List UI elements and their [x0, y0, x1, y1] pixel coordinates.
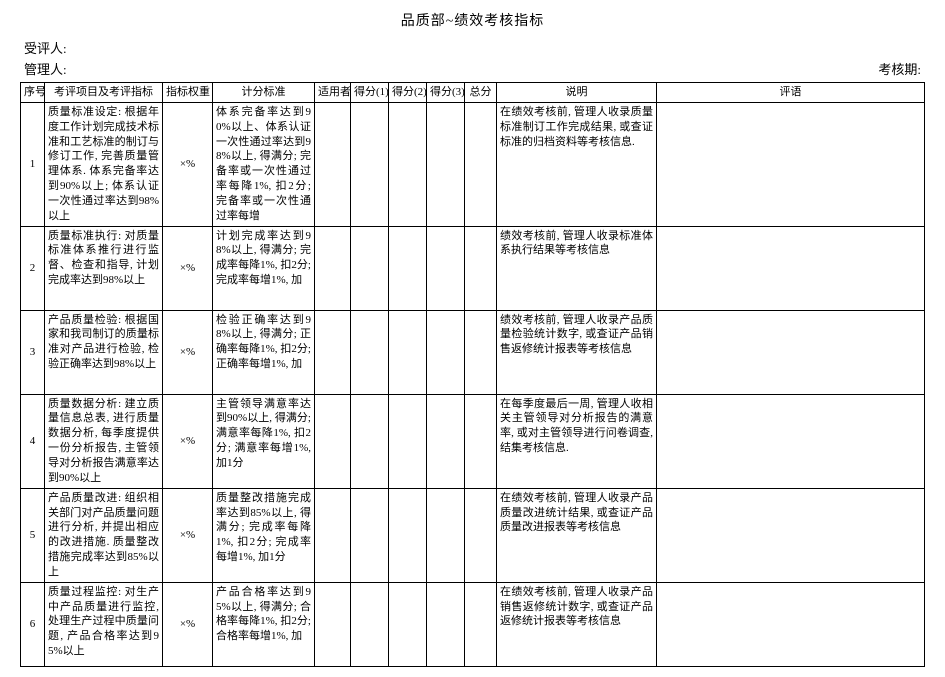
cell-apply	[315, 226, 351, 310]
cell-comment	[657, 226, 925, 310]
cell-apply	[315, 102, 351, 226]
cell-score1	[351, 226, 389, 310]
cell-seq: 4	[21, 394, 45, 488]
cell-desc: 在每季度最后一周, 管理人收相关主管领导对分析报告的满意率, 或对主管领导进行问…	[497, 394, 657, 488]
col-item: 考评项目及考评指标	[45, 83, 163, 103]
cell-apply	[315, 310, 351, 394]
cell-weight: ×%	[163, 582, 213, 666]
reviewee-label: 受评人:	[24, 38, 67, 57]
cell-score1	[351, 394, 389, 488]
cell-score1	[351, 488, 389, 582]
table-row: 6质量过程监控: 对生产中产品质量进行监控, 处理生产过程中质量问题, 产品合格…	[21, 582, 925, 666]
cell-standard: 质量整改措施完成率达到85%以上, 得满分; 完成率每降1%, 扣2分; 完成率…	[213, 488, 315, 582]
col-standard: 计分标准	[213, 83, 315, 103]
table-row: 4质量数据分析: 建立质量信息总表, 进行质量数据分析, 每季度提供一份分析报告…	[21, 394, 925, 488]
cell-item: 质量标准执行: 对质量标准体系推行进行监督、检查和指导, 计划完成率达到98%以…	[45, 226, 163, 310]
cell-standard: 产品合格率达到95%以上, 得满分; 合格率每降1%, 扣2分; 合格率每增1%…	[213, 582, 315, 666]
col-weight: 指标权重	[163, 83, 213, 103]
cell-score3	[427, 226, 465, 310]
cell-apply	[315, 582, 351, 666]
period-label: 考核期:	[878, 62, 921, 77]
cell-total	[465, 488, 497, 582]
cell-standard: 体系完备率达到90%以上、体系认证一次性通过率达到98%以上, 得满分; 完备率…	[213, 102, 315, 226]
cell-score2	[389, 582, 427, 666]
table-row: 3产品质量检验: 根据国家和我司制订的质量标准对产品进行检验, 检验正确率达到9…	[21, 310, 925, 394]
cell-total	[465, 310, 497, 394]
cell-standard: 主管领导满意率达到90%以上, 得满分; 满意率每降1%, 扣2分; 满意率每增…	[213, 394, 315, 488]
cell-item: 质量标准设定: 根据年度工作计划完成技术标准和工艺标准的制订与修订工作, 完善质…	[45, 102, 163, 226]
cell-score2	[389, 102, 427, 226]
cell-score2	[389, 226, 427, 310]
cell-item: 产品质量检验: 根据国家和我司制订的质量标准对产品进行检验, 检验正确率达到98…	[45, 310, 163, 394]
table-header-row: 序号 考评项目及考评指标 指标权重 计分标准 适用者 得分(1) 得分(2) 得…	[21, 83, 925, 103]
cell-score3	[427, 310, 465, 394]
table-row: 5产品质量改进: 组织相关部门对产品质量问题进行分析, 并提出相应的改进措施. …	[21, 488, 925, 582]
cell-desc: 绩效考核前, 管理人收录产品质量检验统计数字, 或查证产品销售返修统计报表等考核…	[497, 310, 657, 394]
cell-score3	[427, 102, 465, 226]
cell-weight: ×%	[163, 226, 213, 310]
cell-item: 质量数据分析: 建立质量信息总表, 进行质量数据分析, 每季度提供一份分析报告,…	[45, 394, 163, 488]
cell-comment	[657, 582, 925, 666]
header-info: 受评人: 管理人: 考核期:	[20, 38, 925, 78]
cell-score3	[427, 488, 465, 582]
cell-item: 产品质量改进: 组织相关部门对产品质量问题进行分析, 并提出相应的改进措施. 质…	[45, 488, 163, 582]
assessment-table: 序号 考评项目及考评指标 指标权重 计分标准 适用者 得分(1) 得分(2) 得…	[20, 82, 925, 667]
cell-item: 质量过程监控: 对生产中产品质量进行监控, 处理生产过程中质量问题, 产品合格率…	[45, 582, 163, 666]
cell-comment	[657, 488, 925, 582]
cell-score2	[389, 310, 427, 394]
cell-seq: 6	[21, 582, 45, 666]
cell-score1	[351, 310, 389, 394]
cell-weight: ×%	[163, 102, 213, 226]
cell-score3	[427, 582, 465, 666]
col-comment: 评语	[657, 83, 925, 103]
cell-comment	[657, 394, 925, 488]
cell-desc: 在绩效考核前, 管理人收录产品销售返修统计数字, 或查证产品返修统计报表等考核信…	[497, 582, 657, 666]
cell-score1	[351, 582, 389, 666]
cell-desc: 绩效考核前, 管理人收录标准体系执行结果等考核信息	[497, 226, 657, 310]
col-total: 总分	[465, 83, 497, 103]
col-apply: 适用者	[315, 83, 351, 103]
manager-label: 管理人:	[24, 59, 67, 78]
cell-score1	[351, 102, 389, 226]
cell-weight: ×%	[163, 488, 213, 582]
col-seq: 序号	[21, 83, 45, 103]
cell-seq: 5	[21, 488, 45, 582]
cell-total	[465, 394, 497, 488]
cell-total	[465, 102, 497, 226]
cell-standard: 检验正确率达到98%以上, 得满分; 正确率每降1%, 扣2分; 正确率每增1%…	[213, 310, 315, 394]
cell-score3	[427, 394, 465, 488]
cell-total	[465, 582, 497, 666]
col-desc: 说明	[497, 83, 657, 103]
cell-comment	[657, 310, 925, 394]
cell-weight: ×%	[163, 310, 213, 394]
cell-weight: ×%	[163, 394, 213, 488]
document-title: 品质部~绩效考核指标	[20, 10, 925, 30]
cell-total	[465, 226, 497, 310]
cell-standard: 计划完成率达到98%以上, 得满分; 完成率每降1%, 扣2分; 完成率每增1%…	[213, 226, 315, 310]
col-score2: 得分(2)	[389, 83, 427, 103]
cell-apply	[315, 394, 351, 488]
cell-apply	[315, 488, 351, 582]
cell-desc: 在绩效考核前, 管理人收录质量标准制订工作完成结果, 或查证标准的归档资料等考核…	[497, 102, 657, 226]
cell-seq: 1	[21, 102, 45, 226]
table-row: 1质量标准设定: 根据年度工作计划完成技术标准和工艺标准的制订与修订工作, 完善…	[21, 102, 925, 226]
cell-desc: 在绩效考核前, 管理人收录产品质量改进统计结果, 或查证产品质量改进报表等考核信…	[497, 488, 657, 582]
cell-seq: 3	[21, 310, 45, 394]
col-score1: 得分(1)	[351, 83, 389, 103]
cell-score2	[389, 488, 427, 582]
cell-seq: 2	[21, 226, 45, 310]
table-row: 2质量标准执行: 对质量标准体系推行进行监督、检查和指导, 计划完成率达到98%…	[21, 226, 925, 310]
cell-comment	[657, 102, 925, 226]
col-score3: 得分(3)	[427, 83, 465, 103]
cell-score2	[389, 394, 427, 488]
